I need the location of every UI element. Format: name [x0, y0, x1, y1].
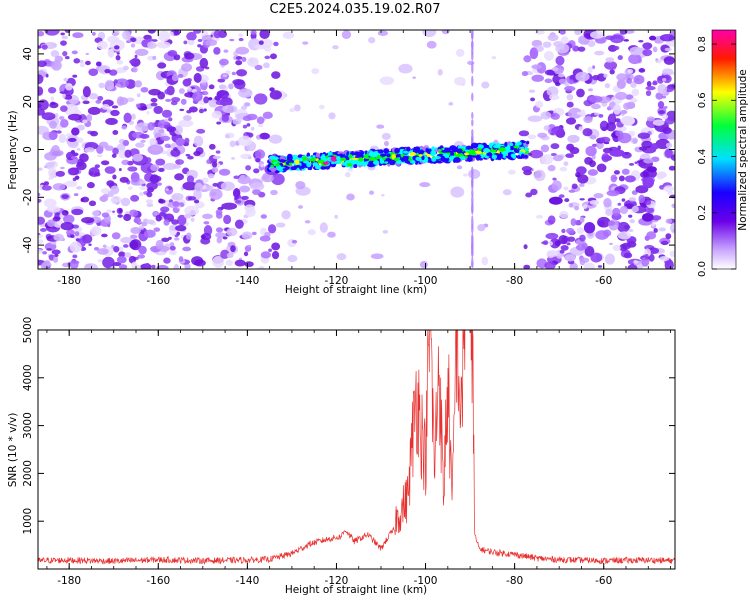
snr-x-axis-label: Height of straight line (km) [285, 584, 427, 596]
spectrogram-y-tick-label: 20 [22, 95, 34, 108]
colorbar-label: Normalized spectral amplitude [737, 69, 749, 230]
snr-series-line [38, 330, 675, 565]
spectrogram-x-tick-label: -140 [235, 275, 259, 287]
spectrogram-x-tick-label: -180 [57, 275, 81, 287]
colorbar-ticks: 0.0 0.2 0.4 0.6 0.8 [697, 36, 736, 277]
spectrogram-heatmap [38, 30, 675, 269]
spectrogram-x-tick-label: -100 [414, 275, 438, 287]
colorbar-gradient [712, 30, 736, 269]
page-title: C2E5.2024.035.19.02.R07 [269, 2, 441, 17]
colorbar-tick-label: 0.8 [697, 36, 708, 52]
spectrogram-y-tick-label: 40 [22, 47, 34, 60]
spectrogram-x-axis-label: Height of straight line (km) [285, 284, 427, 296]
snr-x-tick-label: -160 [146, 575, 170, 587]
snr-y-tick-label: 3000 [22, 412, 34, 439]
snr-axes: -180 -160 -140 -120 -100 -80 -60 1000 2000 3000 40… [22, 317, 675, 587]
spectrogram-axes: -180 -160 -140 -120 -100 -80 -60 -40 -20 0 20 40 [22, 30, 675, 287]
spectrogram-y-tick-label: 0 [22, 146, 34, 153]
snr-x-tick-label: -140 [235, 575, 259, 587]
spectrogram-x-tick-label: -80 [506, 275, 523, 287]
spectrogram-x-tick-label: -160 [146, 275, 170, 287]
snr-x-tick-label: -100 [414, 575, 438, 587]
snr-x-tick-label: -80 [506, 575, 523, 587]
snr-y-tick-label: 1000 [22, 508, 34, 535]
snr-y-tick-label: 4000 [22, 364, 34, 391]
spectrogram-panel: -180 -160 -140 -120 -100 -80 -60 -40 -20 0 20 40 He… [7, 29, 676, 296]
colorbar: 0.0 0.2 0.4 0.6 0.8 Normalized spectral ampl… [697, 29, 749, 277]
snr-x-tick-label: -180 [57, 575, 81, 587]
spectrogram-x-tick-label: -120 [325, 275, 349, 287]
colorbar-tick-label: 0.0 [697, 261, 708, 277]
snr-x-tick-label: -120 [325, 575, 349, 587]
spectrogram-y-tick-label: -40 [22, 237, 34, 254]
colorbar-tick-label: 0.6 [697, 92, 708, 108]
snr-x-tick-label: -60 [595, 575, 612, 587]
colorbar-tick-label: 0.2 [697, 205, 708, 221]
snr-plot-area [38, 330, 675, 565]
snr-panel: -180 -160 -140 -120 -100 -80 -60 1000 2000 3000 40… [7, 317, 676, 596]
spectrogram-y-tick-label: -20 [22, 189, 34, 206]
snr-y-tick-label: 2000 [22, 460, 34, 487]
spectrogram-y-axis-label: Frequency (Hz) [7, 110, 19, 189]
colorbar-tick-label: 0.4 [697, 149, 708, 165]
snr-y-tick-label: 5000 [22, 317, 34, 344]
snr-y-axis-label: SNR (10 * v/v) [7, 413, 19, 488]
spectrogram-x-tick-label: -60 [595, 275, 612, 287]
